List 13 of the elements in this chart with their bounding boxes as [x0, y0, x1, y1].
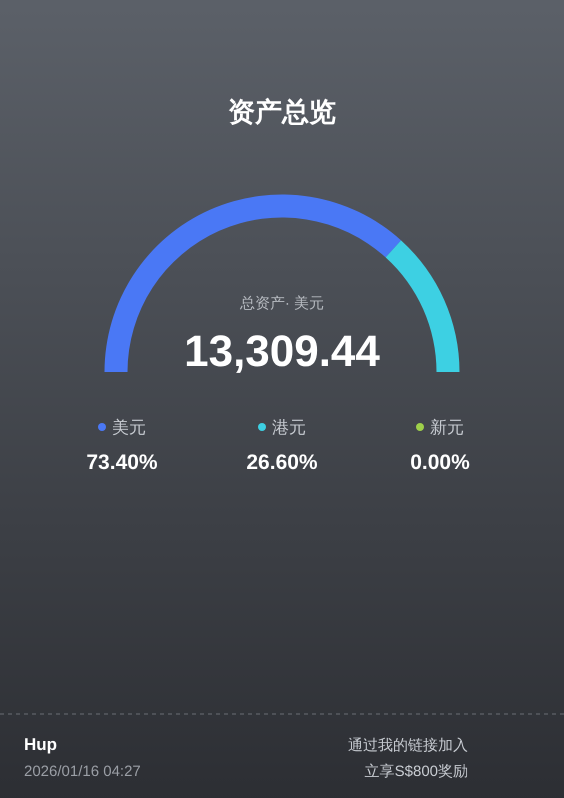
legend-label: 新元: [430, 418, 464, 437]
legend-label: 港元: [272, 418, 306, 437]
legend-label: 美元: [112, 418, 146, 437]
text: 2026/01/16 04:27: [24, 763, 141, 780]
text: 13,309.44: [184, 327, 380, 376]
data-label: 73.40%: [86, 451, 158, 474]
text: Hup: [24, 735, 58, 754]
data-label: 26.60%: [246, 451, 318, 474]
text: 总资产· 美元: [238, 295, 324, 312]
text: 0.00%: [410, 451, 470, 474]
text: 立享S$800奖励: [364, 763, 468, 780]
text: 通过我的链接加入: [348, 737, 468, 754]
chart-title: 资产总览: [228, 97, 336, 127]
